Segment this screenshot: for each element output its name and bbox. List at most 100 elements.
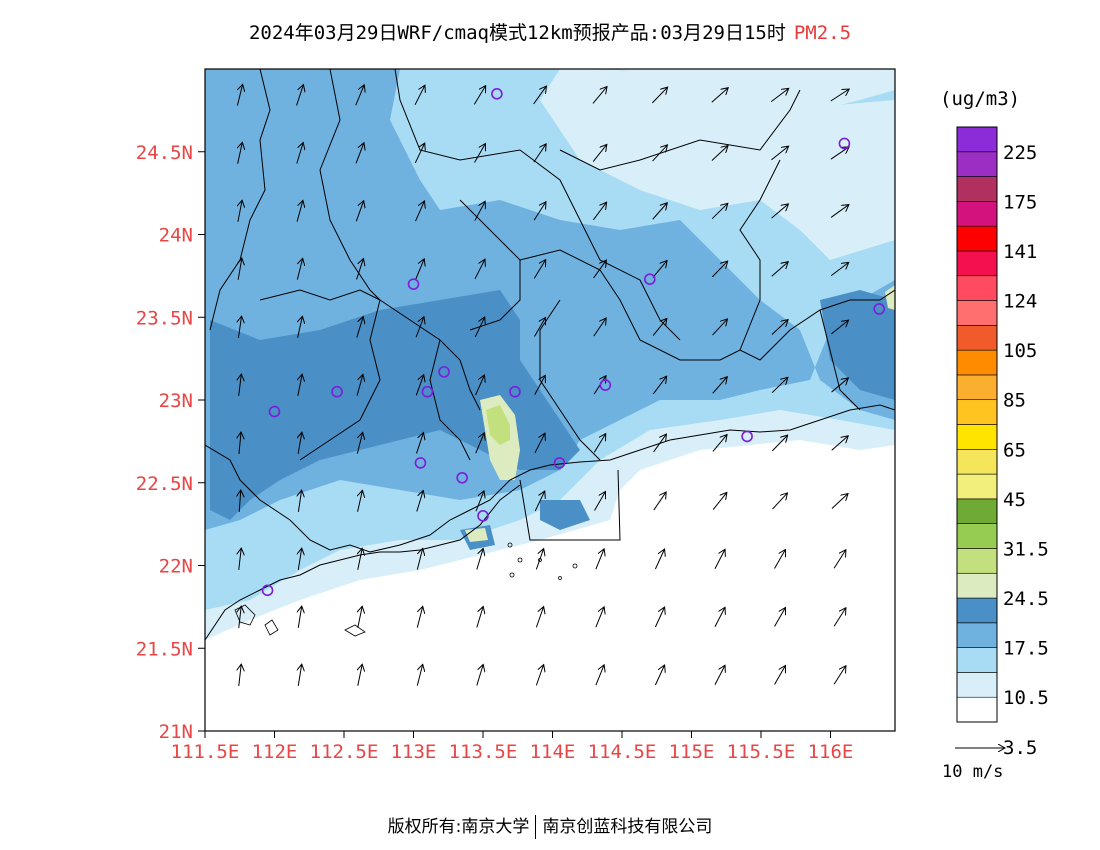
wind-arrow [356, 374, 363, 396]
map-title: 2024年03月29日WRF/cmaq模式12km预报产品:03月29日15时 P… [0, 18, 1100, 45]
wind-arrow [774, 607, 786, 627]
wind-arrow [416, 606, 422, 628]
lon-tick-label: 114E [530, 741, 576, 763]
lat-tick-label: 21.5N [136, 638, 193, 660]
wind-vectors [237, 84, 849, 686]
wind-arrow [594, 491, 606, 511]
wind-arrow [770, 88, 789, 103]
wind-arrow [298, 432, 302, 454]
wind-arrow [535, 607, 543, 628]
title-main: 2024年03月29日WRF/cmaq模式12km预报产品:03月29日15时 [248, 22, 786, 44]
wind-arrow [831, 320, 848, 335]
lon-tick-label: 113.5E [449, 741, 518, 763]
station-marker [421, 385, 434, 398]
legend-unit: (ug/m3) [940, 88, 1021, 110]
wind-arrow [414, 143, 424, 164]
legend-swatch [956, 448, 998, 475]
wind-arrow [358, 664, 362, 686]
wind-arrow [415, 317, 424, 338]
legend-swatch [956, 176, 998, 202]
wind-arrow [416, 433, 424, 454]
wind-arrow [416, 664, 422, 686]
legend-swatch [956, 201, 998, 227]
lat-tick-label: 22.5N [136, 473, 193, 495]
wind-arrow [652, 261, 667, 278]
wind-arrow [475, 433, 485, 454]
wind-arrow [831, 494, 848, 509]
wind-arrow [592, 202, 606, 221]
lat-tick-label: 23N [159, 390, 193, 412]
wind-arrow [535, 665, 543, 686]
wind-arrow [239, 548, 241, 570]
wind-arrow [774, 549, 786, 569]
wind-arrow [298, 664, 301, 686]
legend-swatch [956, 424, 998, 450]
wind-arrow [296, 200, 303, 222]
legend-swatch [956, 473, 998, 500]
wind-arrow [534, 433, 545, 454]
legend-swatch [956, 374, 998, 401]
station-markers [261, 88, 885, 597]
wind-arrow [239, 606, 241, 628]
wind-arrow [712, 492, 727, 510]
legend-level-label: 105 [1003, 340, 1037, 362]
lon-tick-label: 112E [252, 741, 298, 763]
wind-arrow [298, 548, 301, 570]
credit-line: 版权所有:南京大学 南京创蓝科技有限公司 [0, 812, 1100, 839]
legend-swatch [956, 126, 998, 153]
wind-arrow [296, 142, 303, 164]
wind-arrow [358, 548, 362, 570]
wind-arrow [653, 492, 666, 511]
wind-arrow [475, 375, 485, 396]
legend-level-label: 85 [1003, 390, 1026, 412]
wind-arrow [712, 377, 728, 394]
station-marker [741, 430, 753, 443]
legend-level-label: 17.5 [1003, 638, 1049, 660]
lat-tick-label: 21N [159, 721, 193, 743]
wind-arrow [830, 89, 849, 102]
legend-swatch [956, 151, 998, 177]
lon-tick-label: 116E [808, 741, 854, 763]
wind-arrow [534, 491, 545, 512]
legend-level-label: 124 [1003, 291, 1037, 313]
legend-level-label: 225 [1003, 142, 1037, 164]
legend-level-label: 141 [1003, 241, 1037, 263]
lon-tick-label: 115E [669, 741, 715, 763]
wind-arrow [356, 259, 364, 280]
wind-arrow [595, 549, 604, 570]
wind-arrow [712, 435, 727, 452]
wind-arrow [833, 550, 846, 569]
legend-swatch [956, 597, 998, 624]
wind-arrow [296, 85, 304, 106]
wind-arrow [239, 664, 241, 686]
station-marker [261, 584, 274, 597]
wind-arrow [415, 375, 423, 396]
wind-arrow [355, 201, 363, 222]
wind-arrow [593, 260, 607, 279]
legend-level-label: 10.5 [1003, 687, 1049, 709]
wind-arrow [535, 549, 543, 570]
wind-arrow [771, 435, 787, 452]
station-marker [599, 379, 612, 391]
station-marker [873, 303, 885, 315]
lon-tick-label: 115.5E [727, 741, 796, 763]
station-marker [414, 457, 427, 469]
wind-arrow [474, 317, 484, 338]
station-marker [838, 137, 851, 150]
wind-arrow [239, 432, 241, 454]
legend-swatch [956, 523, 998, 549]
wind-arrow [771, 320, 788, 335]
wind-arrow [416, 490, 423, 512]
legend-swatch [956, 696, 998, 723]
legend-swatch [956, 225, 998, 252]
wind-arrow [714, 607, 725, 628]
wind-arrow [475, 491, 484, 512]
wind-arrow [415, 201, 425, 222]
legend-level-label: 3.5 [1003, 737, 1037, 759]
latitude-axis: 24.5N 24N 23.5N 23N 22.5N 22N 21.5N 21N [136, 142, 205, 743]
wind-arrow [833, 666, 846, 685]
concentration-field [205, 69, 895, 731]
wind-arrow [833, 608, 846, 627]
wind-reference-label: 10 m/s [942, 762, 1004, 782]
station-marker [643, 273, 656, 285]
